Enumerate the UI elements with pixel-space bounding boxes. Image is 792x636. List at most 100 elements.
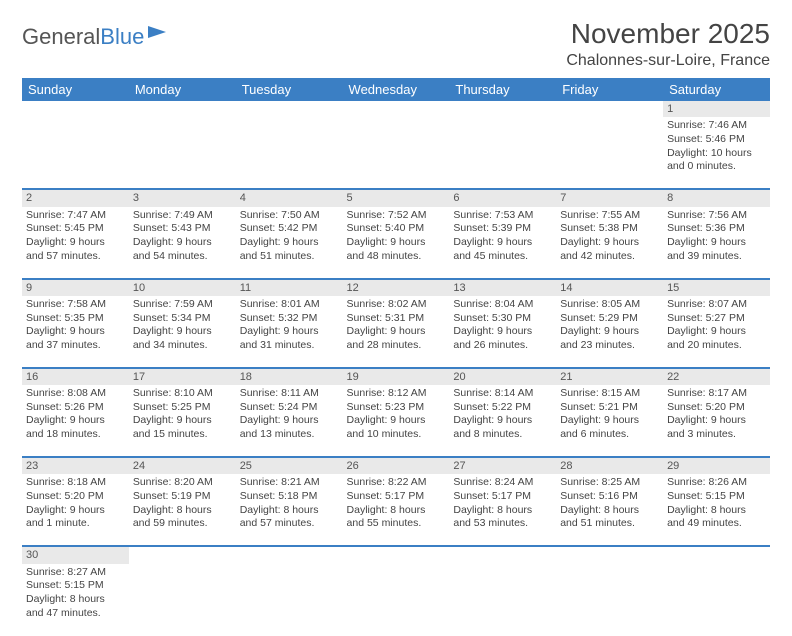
sunrise-text: Sunrise: 8:20 AM	[133, 476, 232, 490]
day-cell: Sunrise: 8:12 AMSunset: 5:23 PMDaylight:…	[343, 385, 450, 457]
day-cell: Sunrise: 8:04 AMSunset: 5:30 PMDaylight:…	[449, 296, 556, 368]
sunset-text: Sunset: 5:38 PM	[560, 222, 659, 236]
logo-text-2: Blue	[100, 24, 144, 50]
day-number-row: 1	[22, 101, 770, 117]
daylight-text: Daylight: 10 hours and 0 minutes.	[667, 147, 766, 174]
sunset-text: Sunset: 5:22 PM	[453, 401, 552, 415]
day-cell: Sunrise: 8:24 AMSunset: 5:17 PMDaylight:…	[449, 474, 556, 546]
sunrise-text: Sunrise: 7:47 AM	[26, 209, 125, 223]
sunset-text: Sunset: 5:29 PM	[560, 312, 659, 326]
sunrise-text: Sunrise: 8:17 AM	[667, 387, 766, 401]
day-number: 28	[556, 457, 663, 474]
day-number-row: 23242526272829	[22, 457, 770, 474]
day-cell: Sunrise: 7:55 AMSunset: 5:38 PMDaylight:…	[556, 207, 663, 279]
day-cell: Sunrise: 8:26 AMSunset: 5:15 PMDaylight:…	[663, 474, 770, 546]
sunrise-text: Sunrise: 8:14 AM	[453, 387, 552, 401]
sunset-text: Sunset: 5:23 PM	[347, 401, 446, 415]
day-number: 11	[236, 279, 343, 296]
weekday-header: Tuesday	[236, 78, 343, 101]
day-cell: Sunrise: 8:01 AMSunset: 5:32 PMDaylight:…	[236, 296, 343, 368]
sunrise-text: Sunrise: 8:05 AM	[560, 298, 659, 312]
day-number	[343, 546, 450, 563]
day-cell	[343, 564, 450, 636]
daylight-text: Daylight: 9 hours and 8 minutes.	[453, 414, 552, 441]
day-number: 27	[449, 457, 556, 474]
day-number: 29	[663, 457, 770, 474]
day-number	[556, 546, 663, 563]
day-data-row: Sunrise: 7:47 AMSunset: 5:45 PMDaylight:…	[22, 207, 770, 279]
sunset-text: Sunset: 5:17 PM	[347, 490, 446, 504]
sunset-text: Sunset: 5:17 PM	[453, 490, 552, 504]
title-block: November 2025 Chalonnes-sur-Loire, Franc…	[566, 18, 770, 70]
daylight-text: Daylight: 9 hours and 45 minutes.	[453, 236, 552, 263]
sunrise-text: Sunrise: 8:11 AM	[240, 387, 339, 401]
day-number: 2	[22, 189, 129, 206]
weekday-header: Sunday	[22, 78, 129, 101]
sunset-text: Sunset: 5:32 PM	[240, 312, 339, 326]
daylight-text: Daylight: 9 hours and 13 minutes.	[240, 414, 339, 441]
day-cell	[236, 117, 343, 189]
flag-icon	[148, 24, 170, 50]
month-title: November 2025	[566, 18, 770, 50]
daylight-text: Daylight: 9 hours and 15 minutes.	[133, 414, 232, 441]
sunrise-text: Sunrise: 8:26 AM	[667, 476, 766, 490]
daylight-text: Daylight: 9 hours and 3 minutes.	[667, 414, 766, 441]
daylight-text: Daylight: 8 hours and 47 minutes.	[26, 593, 125, 620]
day-number: 30	[22, 546, 129, 563]
day-cell	[22, 117, 129, 189]
sunrise-text: Sunrise: 7:56 AM	[667, 209, 766, 223]
day-cell: Sunrise: 8:21 AMSunset: 5:18 PMDaylight:…	[236, 474, 343, 546]
day-number: 21	[556, 368, 663, 385]
daylight-text: Daylight: 9 hours and 28 minutes.	[347, 325, 446, 352]
day-cell: Sunrise: 8:20 AMSunset: 5:19 PMDaylight:…	[129, 474, 236, 546]
sunrise-text: Sunrise: 8:21 AM	[240, 476, 339, 490]
day-number: 26	[343, 457, 450, 474]
sunrise-text: Sunrise: 7:59 AM	[133, 298, 232, 312]
day-cell	[663, 564, 770, 636]
daylight-text: Daylight: 8 hours and 57 minutes.	[240, 504, 339, 531]
daylight-text: Daylight: 9 hours and 10 minutes.	[347, 414, 446, 441]
sunset-text: Sunset: 5:26 PM	[26, 401, 125, 415]
day-cell: Sunrise: 8:17 AMSunset: 5:20 PMDaylight:…	[663, 385, 770, 457]
day-number: 10	[129, 279, 236, 296]
sunset-text: Sunset: 5:15 PM	[667, 490, 766, 504]
day-cell: Sunrise: 7:56 AMSunset: 5:36 PMDaylight:…	[663, 207, 770, 279]
day-data-row: Sunrise: 7:46 AMSunset: 5:46 PMDaylight:…	[22, 117, 770, 189]
daylight-text: Daylight: 9 hours and 18 minutes.	[26, 414, 125, 441]
day-number	[343, 101, 450, 117]
sunset-text: Sunset: 5:16 PM	[560, 490, 659, 504]
day-data-row: Sunrise: 8:18 AMSunset: 5:20 PMDaylight:…	[22, 474, 770, 546]
day-cell	[556, 117, 663, 189]
day-number	[449, 101, 556, 117]
daylight-text: Daylight: 8 hours and 51 minutes.	[560, 504, 659, 531]
sunset-text: Sunset: 5:15 PM	[26, 579, 125, 593]
day-cell: Sunrise: 8:10 AMSunset: 5:25 PMDaylight:…	[129, 385, 236, 457]
location: Chalonnes-sur-Loire, France	[566, 52, 770, 70]
daylight-text: Daylight: 9 hours and 42 minutes.	[560, 236, 659, 263]
daylight-text: Daylight: 9 hours and 6 minutes.	[560, 414, 659, 441]
day-number: 3	[129, 189, 236, 206]
sunrise-text: Sunrise: 7:55 AM	[560, 209, 659, 223]
day-cell: Sunrise: 7:47 AMSunset: 5:45 PMDaylight:…	[22, 207, 129, 279]
daylight-text: Daylight: 9 hours and 39 minutes.	[667, 236, 766, 263]
calendar-table: SundayMondayTuesdayWednesdayThursdayFrid…	[22, 78, 770, 636]
sunrise-text: Sunrise: 8:10 AM	[133, 387, 232, 401]
day-cell: Sunrise: 8:05 AMSunset: 5:29 PMDaylight:…	[556, 296, 663, 368]
day-number	[556, 101, 663, 117]
day-number: 6	[449, 189, 556, 206]
sunset-text: Sunset: 5:36 PM	[667, 222, 766, 236]
daylight-text: Daylight: 9 hours and 31 minutes.	[240, 325, 339, 352]
day-cell: Sunrise: 7:50 AMSunset: 5:42 PMDaylight:…	[236, 207, 343, 279]
daylight-text: Daylight: 9 hours and 34 minutes.	[133, 325, 232, 352]
sunset-text: Sunset: 5:20 PM	[667, 401, 766, 415]
sunrise-text: Sunrise: 7:58 AM	[26, 298, 125, 312]
sunset-text: Sunset: 5:27 PM	[667, 312, 766, 326]
sunrise-text: Sunrise: 8:01 AM	[240, 298, 339, 312]
daylight-text: Daylight: 9 hours and 57 minutes.	[26, 236, 125, 263]
sunset-text: Sunset: 5:30 PM	[453, 312, 552, 326]
sunset-text: Sunset: 5:46 PM	[667, 133, 766, 147]
day-cell: Sunrise: 8:02 AMSunset: 5:31 PMDaylight:…	[343, 296, 450, 368]
day-cell: Sunrise: 8:11 AMSunset: 5:24 PMDaylight:…	[236, 385, 343, 457]
day-cell	[449, 564, 556, 636]
sunrise-text: Sunrise: 7:53 AM	[453, 209, 552, 223]
